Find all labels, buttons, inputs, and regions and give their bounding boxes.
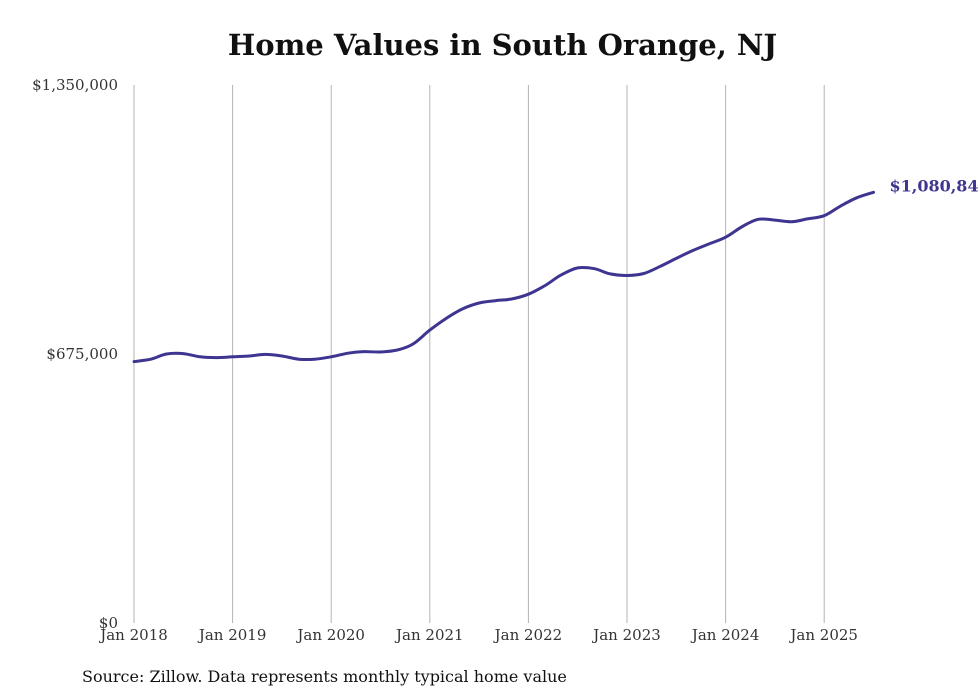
x-axis-labels: Jan 2018 Jan 2019 Jan 2020 Jan 2021 Jan 2022… [98, 626, 858, 644]
x-tick-label: Jan 2024 [690, 626, 760, 644]
source-note: Source: Zillow. Data represents monthly … [82, 667, 567, 686]
x-tick-label: Jan 2021 [394, 626, 464, 644]
chart-title: Home Values in South Orange, NJ [227, 28, 778, 62]
y-tick-label: $0 [99, 614, 118, 632]
y-tick-label: $675,000 [46, 345, 118, 363]
series-layer [132, 190, 875, 364]
x-tick-label: Jan 2019 [197, 626, 267, 644]
annotation-layer: $1,080,84 [890, 176, 979, 195]
y-axis-labels: $0 $675,000 $1,350,000 [32, 76, 118, 632]
last-value-label: $1,080,84 [890, 176, 979, 195]
y-tick-label: $1,350,000 [32, 76, 118, 94]
x-tick-label: Jan 2018 [98, 626, 168, 644]
grid-layer [133, 85, 825, 623]
x-tick-label: Jan 2025 [788, 626, 858, 644]
x-tick-label: Jan 2022 [493, 626, 563, 644]
series-line [132, 190, 875, 364]
x-tick-label: Jan 2020 [295, 626, 365, 644]
x-tick-label: Jan 2023 [591, 626, 661, 644]
